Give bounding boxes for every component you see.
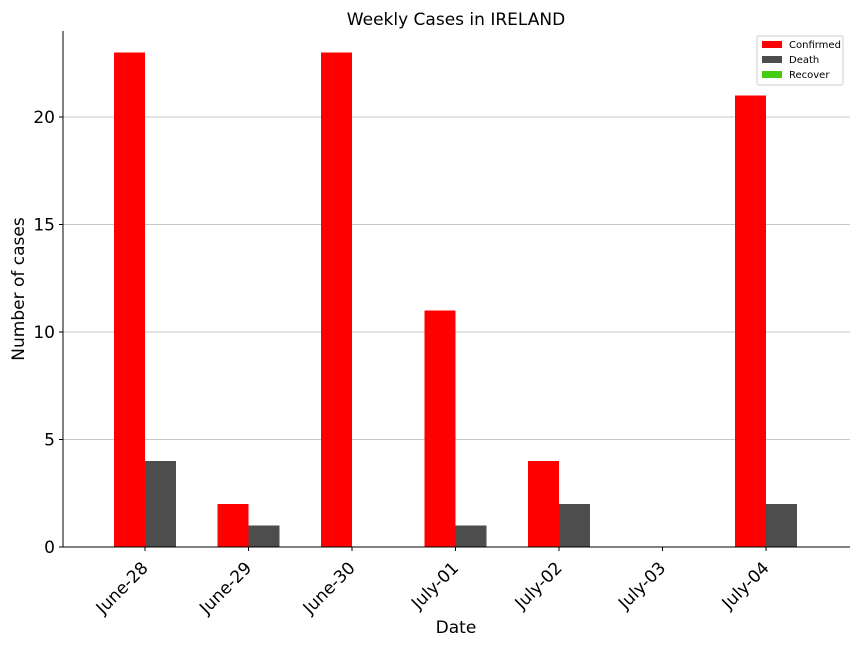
- x-tick-label: July-03: [614, 558, 670, 614]
- x-axis-label: Date: [436, 618, 477, 638]
- legend-swatch-death: [762, 56, 782, 63]
- legend-label-confirmed: Confirmed: [789, 40, 841, 51]
- bar-death: [766, 504, 797, 547]
- bar-death: [455, 525, 487, 547]
- y-tick-label: 10: [33, 323, 55, 343]
- legend-label-recover: Recover: [789, 70, 830, 81]
- bar-confirmed: [114, 52, 145, 547]
- bar-death: [559, 504, 590, 547]
- bar-confirmed: [424, 310, 456, 547]
- x-tick-label: June-29: [195, 558, 256, 619]
- x-tick-label: June-30: [299, 558, 360, 619]
- x-tick-label: July-02: [511, 558, 567, 614]
- x-tick-label: June-28: [92, 558, 153, 619]
- bar-death: [248, 525, 280, 547]
- y-axis-label: Number of cases: [9, 217, 29, 361]
- bar-death: [145, 461, 176, 547]
- y-tick-label: 15: [33, 216, 55, 236]
- y-tick-label: 20: [33, 108, 55, 128]
- bars: [114, 52, 797, 547]
- bar-confirmed: [528, 461, 559, 547]
- bar-confirmed: [735, 95, 766, 547]
- legend: Confirmed Death Recover: [756, 35, 844, 86]
- legend-swatch-confirmed: [762, 41, 782, 48]
- y-tick-label: 0: [44, 538, 55, 558]
- x-tick-label: July-01: [407, 558, 463, 614]
- legend-swatch-recover: [762, 71, 782, 78]
- x-tick-label: July-04: [718, 558, 774, 614]
- chart-title: Weekly Cases in IRELAND: [347, 10, 565, 30]
- y-tick-label: 5: [44, 431, 55, 451]
- bar-confirmed: [217, 504, 249, 547]
- grid-lines: [63, 116, 850, 440]
- legend-label-death: Death: [789, 55, 819, 66]
- bar-confirmed: [321, 52, 352, 547]
- axes: [62, 31, 850, 548]
